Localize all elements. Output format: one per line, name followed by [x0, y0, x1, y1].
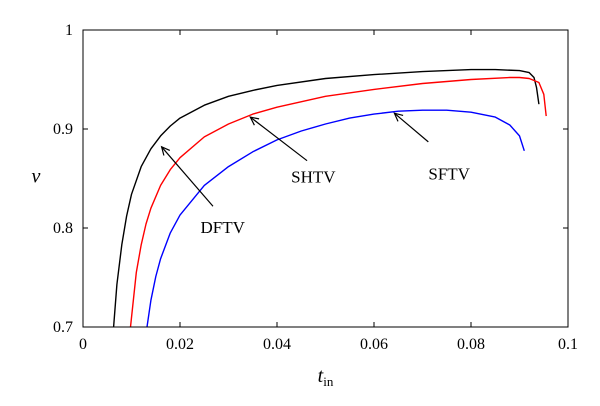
series-line-3: [146, 109, 525, 327]
x-tick-label: 0.02: [166, 336, 194, 353]
y-tick-label: 1: [65, 22, 73, 39]
series-layer: [112, 68, 547, 327]
y-tick-label: 0.8: [53, 220, 73, 237]
y-tick-label: 0.9: [53, 121, 73, 138]
plot-frame: [82, 29, 569, 328]
x-tick-label: 0: [79, 336, 87, 353]
series-line-1: [112, 68, 540, 327]
annotation-arrow: [161, 146, 214, 207]
tick-layer: 0 0.02 0.04 0.06 0.08 0.1 0.7 0.8 0.9 1: [53, 22, 578, 353]
annotation-arrowhead: [160, 145, 171, 156]
x-tick-label: 0.08: [457, 336, 485, 353]
annotation-label: DFTV: [200, 218, 245, 237]
annotation-label: SHTV: [291, 168, 336, 187]
annotation-arrow: [249, 116, 308, 162]
annotation-label: SFTV: [428, 165, 470, 184]
y-tick-label: 0.7: [53, 319, 73, 336]
y-axis-title: ν: [32, 166, 41, 188]
x-tick-label: 0.04: [263, 336, 291, 353]
annotation-arrow: [393, 112, 429, 143]
x-tick-label: 0.1: [558, 336, 578, 353]
series-line-2: [129, 76, 547, 327]
annotation-arrowhead: [249, 116, 260, 126]
annotation-layer: DFTV SHTV SFTV: [160, 112, 471, 237]
x-axis-title-main: t: [318, 365, 324, 387]
x-axis-title: tin: [318, 365, 334, 389]
x-tick-label: 0.06: [360, 336, 388, 353]
annotation-arrowhead: [393, 112, 404, 122]
x-axis-title-subscript: in: [323, 374, 334, 389]
